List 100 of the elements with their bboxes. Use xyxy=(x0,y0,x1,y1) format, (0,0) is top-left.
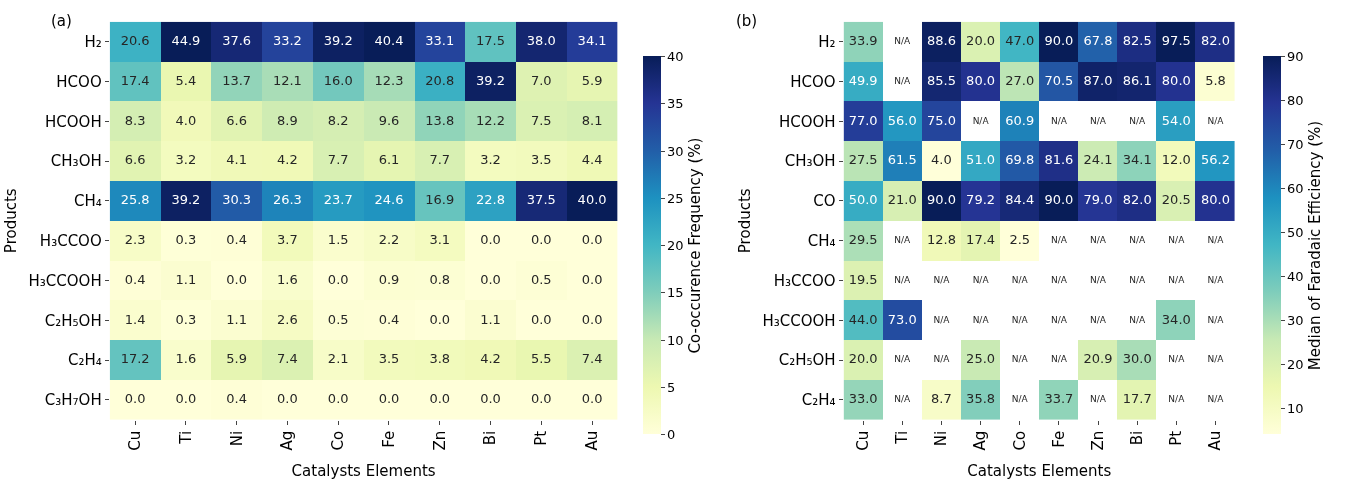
data-label: 37.5 xyxy=(526,192,556,208)
data-label: 77.0 xyxy=(848,112,878,128)
data-label: 0.0 xyxy=(480,391,501,407)
data-label: 88.6 xyxy=(926,32,956,48)
color-bar-label: 80 xyxy=(1287,93,1304,108)
data-label: 34.1 xyxy=(1122,152,1152,168)
data-label: 6.1 xyxy=(378,152,400,168)
x-tick-label: Fe xyxy=(1049,430,1068,448)
text: N/A xyxy=(1011,274,1028,285)
data-label: 7.4 xyxy=(581,351,603,367)
color-bar-label: 0 xyxy=(667,427,676,443)
data-label: 0.3 xyxy=(175,231,197,247)
text: N/A xyxy=(894,394,911,405)
data-label: 0.5 xyxy=(530,271,552,287)
text: N/A xyxy=(972,115,989,126)
y-tick-label: H₃CCOOH xyxy=(28,271,102,290)
text: N/A xyxy=(1168,274,1185,285)
y-tick-label: H₃CCOO xyxy=(39,231,102,250)
data-label: 80.0 xyxy=(1161,72,1191,88)
data-label: 3.2 xyxy=(480,152,501,168)
text: N/A xyxy=(1011,354,1028,365)
data-label: 90.0 xyxy=(1044,32,1074,48)
y-tick-label: CO xyxy=(813,192,836,211)
color-bar-label: 10 xyxy=(1287,400,1304,416)
data-label: 90.0 xyxy=(1044,192,1074,208)
data-label: 0.5 xyxy=(327,311,349,327)
data-label: 25.0 xyxy=(966,351,996,367)
data-label: 0.4 xyxy=(226,391,248,407)
data-label: 20.5 xyxy=(1161,192,1191,208)
data-label: 5.9 xyxy=(226,351,248,367)
y-tick-label: CH₃OH xyxy=(784,152,836,171)
x-tick-label: Pt xyxy=(532,430,551,446)
data-label: 87.0 xyxy=(1083,72,1113,88)
data-label: 16.0 xyxy=(323,72,353,88)
data-label: 2.5 xyxy=(1009,231,1031,247)
data-label: 61.5 xyxy=(887,152,917,168)
data-label: 26.3 xyxy=(272,192,302,208)
data-label: 2.6 xyxy=(277,311,298,327)
x-tick-label: Ti xyxy=(176,430,195,445)
color-bar-label: 90 xyxy=(1287,49,1304,65)
text: N/A xyxy=(933,314,950,325)
data-label: 0.3 xyxy=(175,311,197,327)
data-label: 12.8 xyxy=(926,231,956,247)
text: N/A xyxy=(1090,115,1106,126)
data-label: 82.5 xyxy=(1122,32,1152,48)
data-label: 0.0 xyxy=(327,271,349,287)
data-label: 39.2 xyxy=(171,192,201,208)
x-tick-label: Co xyxy=(329,430,348,451)
data-label: 8.2 xyxy=(327,112,349,128)
text: N/A xyxy=(1207,394,1224,405)
data-label: 40.4 xyxy=(374,32,404,48)
data-label: 4.2 xyxy=(277,152,298,168)
data-label: 81.6 xyxy=(1044,152,1074,168)
data-label: 16.9 xyxy=(425,192,455,208)
data-label: 1.1 xyxy=(226,311,248,327)
color-bar-label: 5 xyxy=(667,379,676,395)
data-label: 12.3 xyxy=(374,72,404,88)
data-label: 5.9 xyxy=(581,72,603,88)
y-tick-label: H₃CCOOH xyxy=(762,311,836,330)
data-label: 0.0 xyxy=(327,391,349,407)
chart-title: (b) xyxy=(736,12,758,30)
text: N/A xyxy=(933,274,950,285)
color-bar-label: 10 xyxy=(667,332,684,348)
data-label: 17.7 xyxy=(1122,391,1152,407)
data-label: 0.0 xyxy=(581,311,603,327)
y-tick-label: C₂H₄ xyxy=(67,351,102,370)
data-label: 13.8 xyxy=(425,112,455,128)
text: N/A xyxy=(1011,394,1028,405)
data-label: 22.8 xyxy=(476,192,506,208)
data-label: 7.7 xyxy=(429,152,451,168)
data-label: 69.8 xyxy=(1005,152,1035,168)
x-tick-label: Ag xyxy=(278,430,297,451)
data-label: 33.2 xyxy=(272,32,302,48)
data-label: 30.0 xyxy=(1122,351,1152,367)
data-label: 44.0 xyxy=(848,311,878,327)
data-label: 5.8 xyxy=(1205,72,1226,88)
data-label: 79.0 xyxy=(1083,192,1113,208)
text: N/A xyxy=(1207,115,1224,126)
x-tick-label: Ni xyxy=(227,430,246,447)
data-label: 7.4 xyxy=(277,351,298,367)
x-tick-label: Fe xyxy=(379,430,398,448)
y-tick-label: C₂H₅OH xyxy=(778,351,836,370)
color-bar-label: 20 xyxy=(667,238,684,254)
data-label: 50.0 xyxy=(848,192,878,208)
y-axis-title: Products xyxy=(1,188,20,254)
text: N/A xyxy=(1050,314,1067,325)
data-label: 1.6 xyxy=(175,351,197,367)
data-label: 84.4 xyxy=(1005,192,1035,208)
x-tick-label: Pt xyxy=(1167,430,1186,446)
y-tick-label: CH₄ xyxy=(73,192,102,211)
text: N/A xyxy=(1129,234,1146,245)
color-bar-title: Co-occurence Frequency (%) xyxy=(685,137,704,354)
data-label: 33.0 xyxy=(848,391,878,407)
text: N/A xyxy=(1050,274,1067,285)
data-label: 0.0 xyxy=(530,311,552,327)
data-label: 67.8 xyxy=(1083,32,1113,48)
y-tick-label: C₂H₅OH xyxy=(44,311,102,330)
text: N/A xyxy=(894,75,911,86)
data-label: 0.4 xyxy=(124,271,146,287)
data-label: 17.4 xyxy=(120,72,150,88)
